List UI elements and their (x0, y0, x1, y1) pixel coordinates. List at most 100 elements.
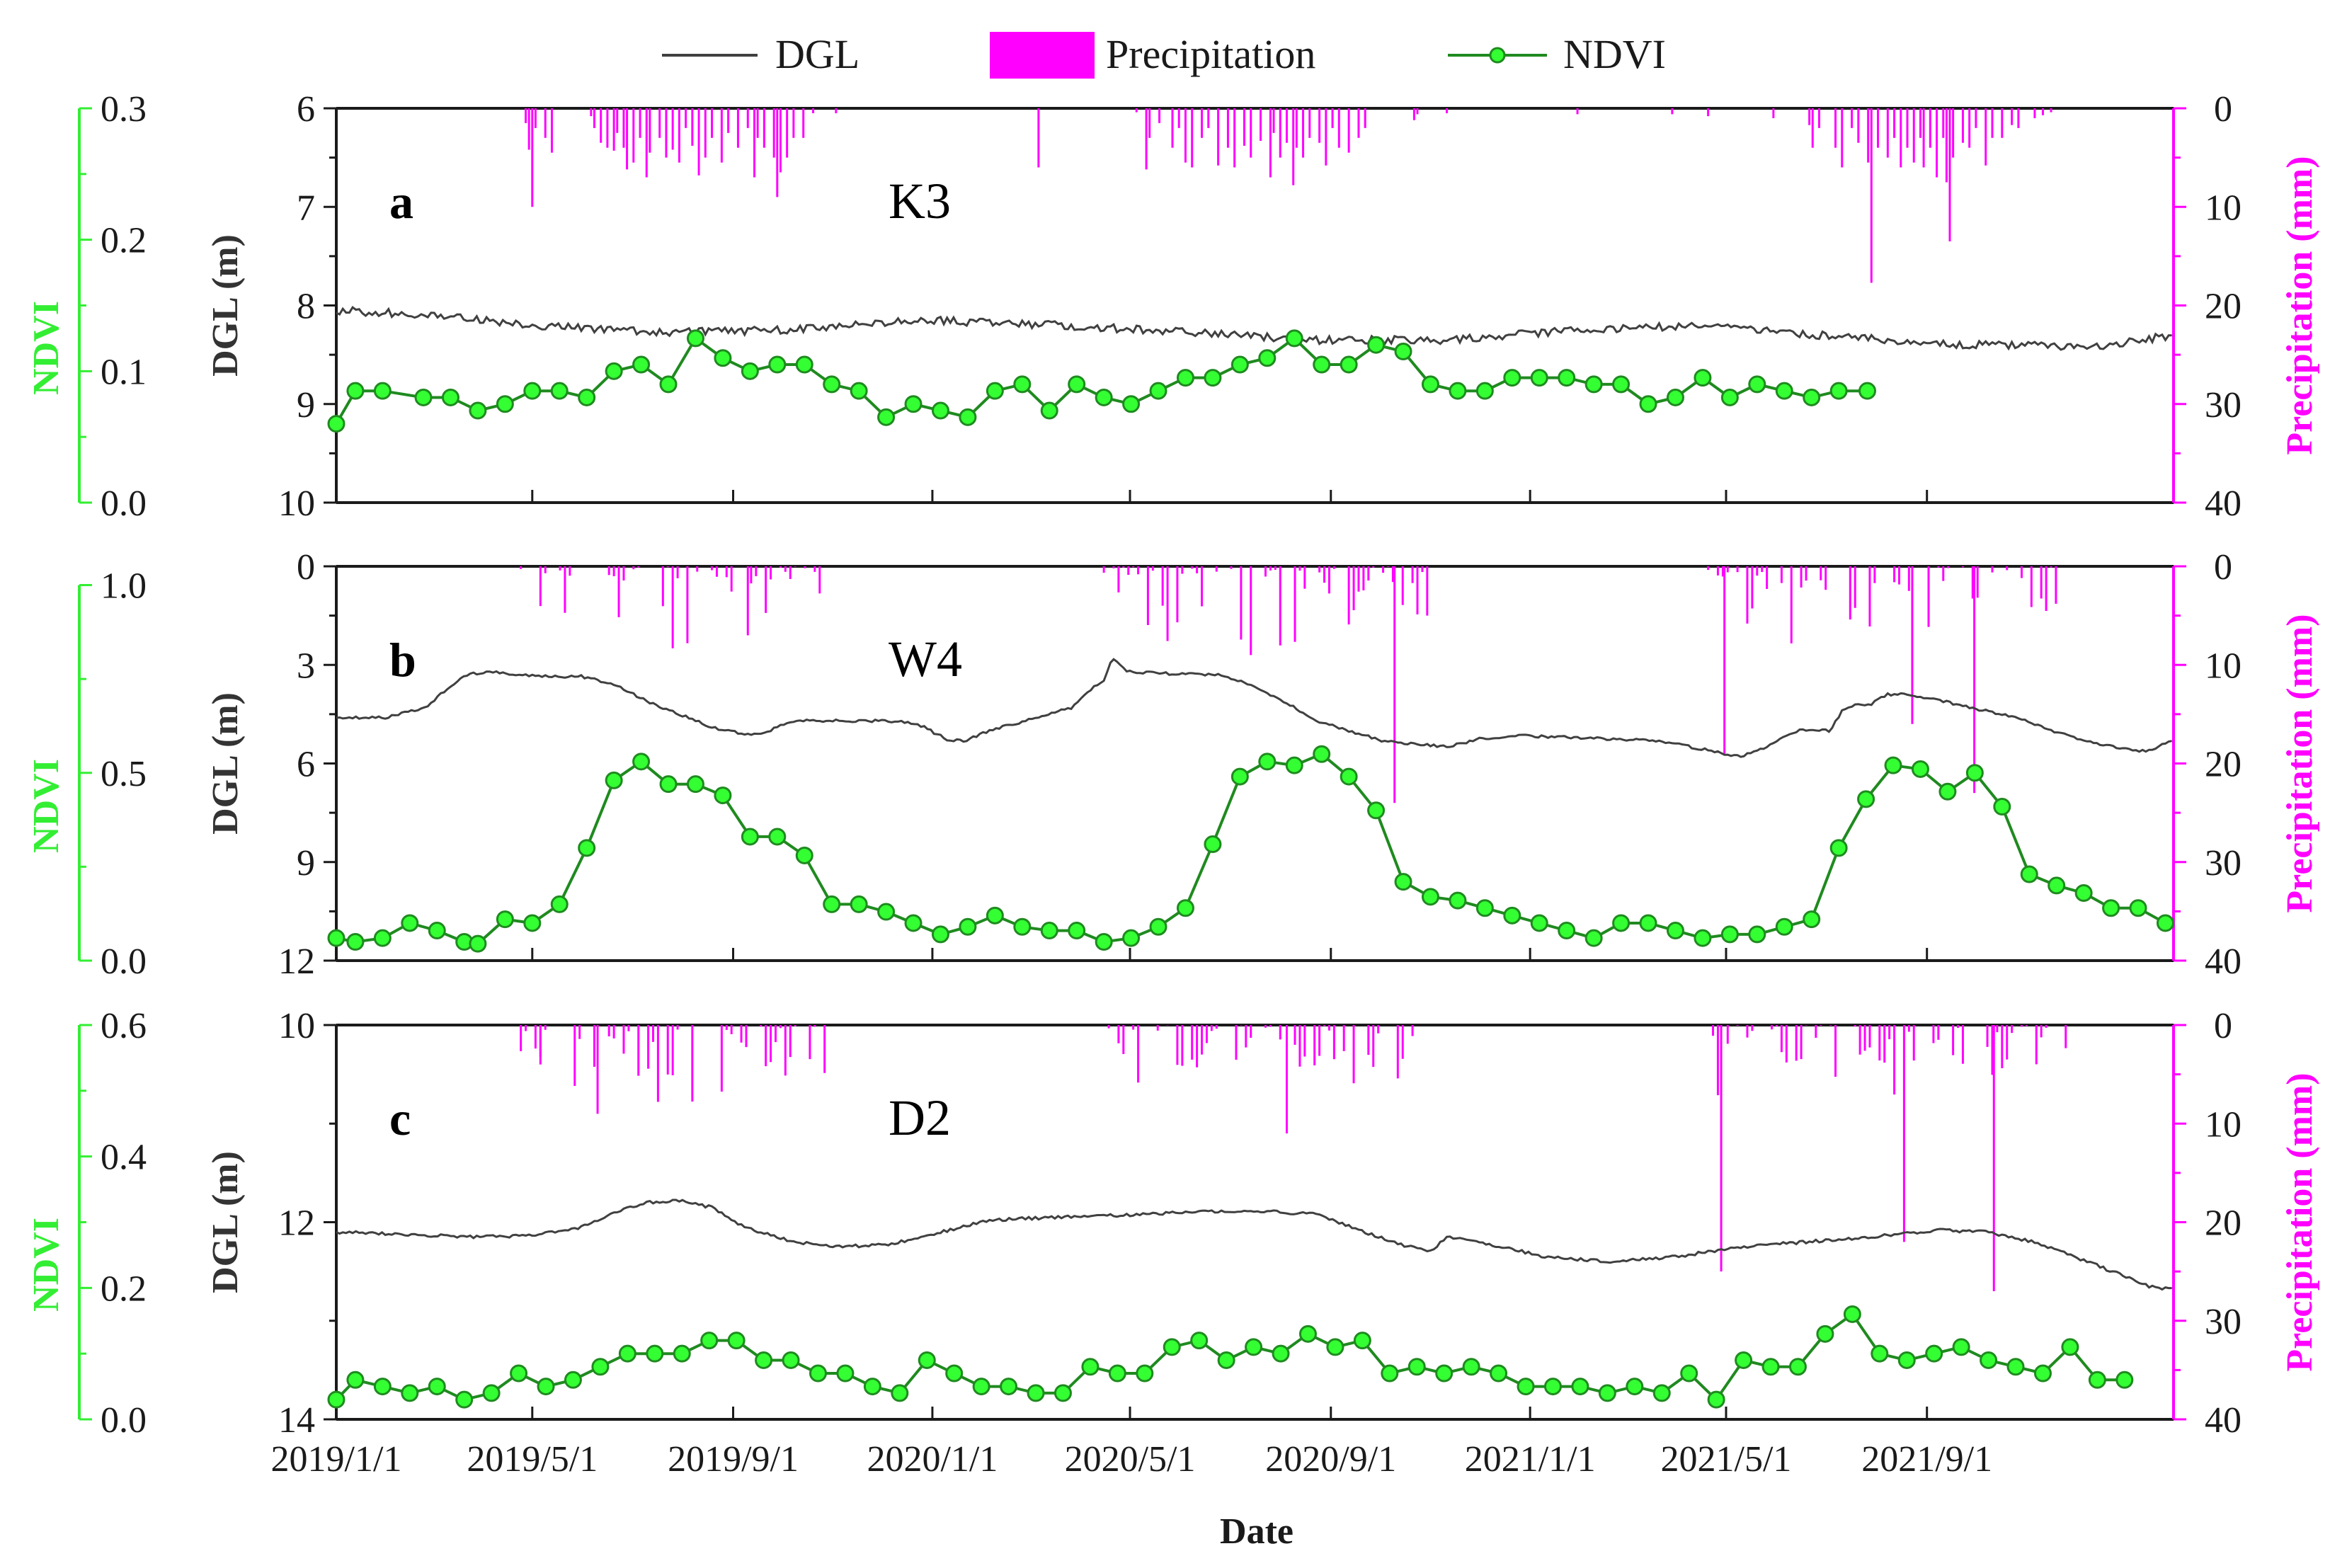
ndvi-point (550, 895, 569, 913)
precip-tick-label: 30 (2205, 385, 2242, 425)
ndvi-point (346, 1370, 365, 1389)
ndvi-tick-label: 0.1 (101, 352, 147, 392)
precip-axis-title: Precipitation (mm) (2280, 156, 2320, 454)
x-tick-label: 2019/1/1 (271, 1439, 402, 1480)
precip-axis-title: Precipitation (mm) (2280, 1072, 2320, 1371)
dgl-tick-label: 14 (278, 1400, 315, 1441)
panel-a-letter: a (389, 175, 413, 229)
ndvi-point (1381, 1364, 1399, 1383)
ndvi-point (945, 1364, 964, 1383)
x-axis-title: Date (1220, 1511, 1294, 1552)
ndvi-point (469, 401, 487, 420)
dgl-tick-label: 10 (278, 1006, 315, 1046)
precip-tick-label: 10 (2205, 1104, 2242, 1145)
ndvi-point (795, 355, 813, 374)
ndvi-point (1068, 375, 1086, 394)
ndvi-point (714, 349, 732, 367)
ndvi-point (2156, 914, 2174, 932)
ndvi-point (632, 752, 651, 771)
ndvi-point (1449, 382, 1467, 400)
ndvi-point (1558, 369, 1576, 387)
legend: DGL Precipitation NDVI (662, 31, 1666, 79)
ndvi-point (1626, 1378, 1644, 1396)
precip-bars-c (520, 1025, 2067, 1291)
x-tick-label: 2019/5/1 (467, 1439, 598, 1480)
ndvi-point (1748, 375, 1766, 394)
x-tick-labels: 2019/1/1 2019/5/1 2019/9/1 2020/1/1 2020/5/1… (271, 1439, 1993, 1480)
dgl-tick-label: 6 (297, 745, 315, 785)
ndvi-point (2074, 884, 2093, 903)
ndvi-point (768, 355, 787, 374)
ndvi-point (809, 1364, 827, 1383)
precip-bars-b (520, 566, 2062, 803)
ndvi-point (1285, 756, 1303, 774)
ndvi-point (2088, 1370, 2106, 1389)
ndvi-point (1176, 369, 1194, 387)
ndvi-point (1490, 1364, 1508, 1383)
ndvi-point (1122, 929, 1141, 947)
ndvi-point (1449, 891, 1467, 910)
ndvi-point (1258, 349, 1277, 367)
ndvi-point (1204, 835, 1222, 854)
ndvi-point (1829, 839, 1848, 857)
ndvi-point (1407, 1358, 1426, 1376)
ndvi-point (1095, 388, 1113, 406)
ndvi-point (1367, 336, 1386, 354)
ndvi-point (1803, 910, 1821, 929)
ndvi-point (700, 1332, 719, 1350)
ndvi-point (850, 382, 868, 400)
dgl-tick-label: 12 (278, 1203, 315, 1244)
precip-tick-label: 20 (2205, 745, 2242, 785)
ndvi-point (401, 1384, 419, 1402)
ndvi-point (823, 375, 841, 394)
ndvi-point (959, 408, 977, 426)
ndvi-point (1421, 888, 1439, 906)
ndvi-point (537, 1378, 555, 1396)
ndvi-point (1612, 914, 1631, 932)
precip-bars-a (525, 108, 2052, 283)
ndvi-point (1980, 1351, 1998, 1369)
ndvi-point (1925, 1344, 1943, 1363)
ndvi-point (1680, 1364, 1698, 1383)
ndvi-point (1803, 388, 1821, 406)
ndvi-point (659, 375, 678, 394)
dgl-line-a (336, 306, 2172, 351)
ndvi-point (401, 914, 419, 932)
precip-tick-label: 0 (2214, 89, 2232, 130)
ndvi-point (550, 382, 569, 400)
panel-b-site-label: W4 (889, 631, 962, 687)
ndvi-point (327, 1390, 346, 1409)
dgl-axis-title: DGL (m) (205, 234, 246, 377)
ndvi-point (482, 1384, 501, 1402)
ndvi-point (1530, 369, 1548, 387)
precip-tick-label: 30 (2205, 843, 2242, 883)
ndvi-point (1639, 395, 1657, 413)
ndvi-point (741, 362, 759, 380)
ndvi-point (2020, 865, 2038, 883)
ndvi-point (1871, 1344, 1889, 1363)
ndvi-point (373, 1378, 392, 1396)
panel-c-letter: c (389, 1092, 411, 1145)
panel-c: 10 12 14 DGL (m) 0 10 20 30 40 Precipitation (mm)… (26, 1006, 2320, 1441)
ndvi-point (1748, 925, 1766, 944)
dgl-tick-label: 6 (297, 89, 315, 130)
ndvi-point (918, 1351, 936, 1369)
ndvi-point (373, 382, 392, 400)
ndvi-point (1176, 899, 1194, 917)
ndvi-point (591, 1358, 610, 1376)
ndvi-point (1040, 401, 1058, 420)
x-tick-label: 2020/1/1 (867, 1439, 998, 1480)
precip-tick-label: 10 (2205, 646, 2242, 686)
ndvi-point (1149, 382, 1167, 400)
ndvi-point (646, 1344, 664, 1363)
x-tick-label: 2020/9/1 (1265, 1439, 1396, 1480)
ndvi-tick-label: 1.0 (101, 566, 147, 607)
x-tick-label: 2021/5/1 (1661, 1439, 1792, 1480)
dgl-axis-title: DGL (m) (205, 1151, 246, 1293)
ndvi-point (1775, 382, 1793, 400)
ndvi-point (1272, 1344, 1290, 1363)
ndvi-point (1475, 382, 1494, 400)
ndvi-point (823, 895, 841, 913)
ndvi-point (441, 388, 459, 406)
